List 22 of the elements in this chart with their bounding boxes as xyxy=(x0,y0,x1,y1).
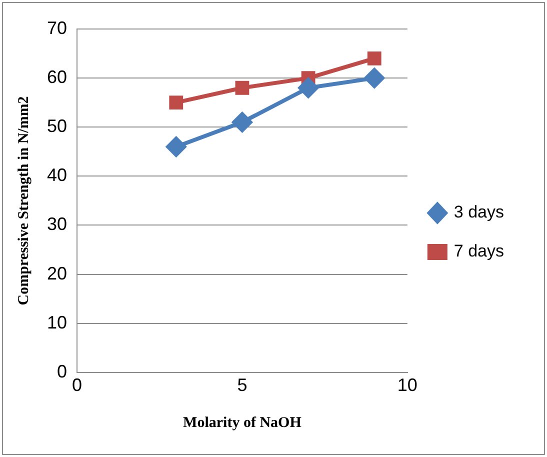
point xyxy=(235,80,250,95)
point xyxy=(166,136,186,157)
y-tick-label: 0 xyxy=(57,361,68,382)
x-tick-label: 5 xyxy=(237,375,248,396)
y-axis-title: Compressive Strength in N/mm2 xyxy=(16,96,32,306)
legend-label: 3 days xyxy=(454,202,504,222)
y-tick-label: 20 xyxy=(46,263,68,284)
point xyxy=(232,112,252,132)
x-tick-label: 0 xyxy=(72,375,82,396)
x-axis-title: Molarity of NaOH xyxy=(183,414,302,431)
legend-label: 7 days xyxy=(454,242,504,261)
y-tick-label: 50 xyxy=(46,116,68,136)
point xyxy=(298,78,318,98)
point xyxy=(364,68,384,88)
y-tick-label: 10 xyxy=(46,312,68,332)
point xyxy=(367,51,382,66)
y-tick-label: 30 xyxy=(46,214,68,234)
y-tick-label: 70 xyxy=(46,18,68,38)
y-tick-label: 40 xyxy=(46,165,68,186)
point xyxy=(169,96,184,110)
x-tick-label: 10 xyxy=(397,375,418,396)
y-tick-label: 60 xyxy=(46,67,68,88)
